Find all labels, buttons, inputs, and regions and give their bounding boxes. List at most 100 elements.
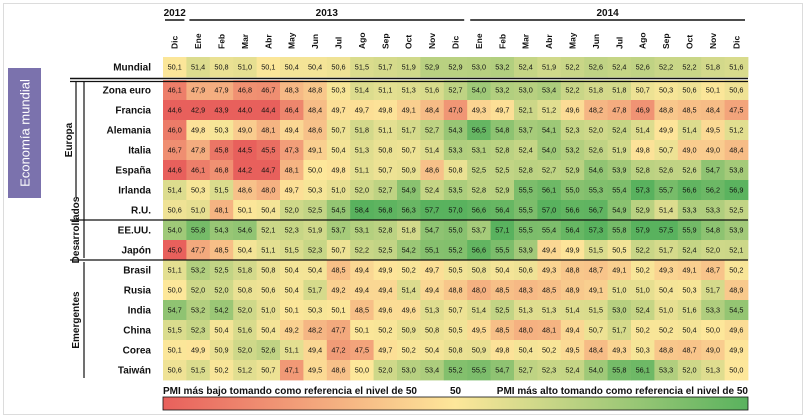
cell-value: 51,8	[402, 226, 416, 235]
heat-cell	[209, 140, 234, 161]
cell-value: 50,1	[331, 306, 345, 315]
heat-cell	[186, 160, 211, 181]
cell-value: 46,8	[238, 86, 252, 95]
heat-cell	[280, 57, 304, 78]
cell-value: 48,0	[261, 186, 275, 195]
cell-value: 51,9	[402, 63, 416, 72]
month-label: May	[568, 32, 578, 49]
heat-cell	[280, 140, 304, 161]
cell-value: 50,4	[682, 326, 696, 335]
month-label: Ago	[357, 32, 367, 49]
cell-value: 51,3	[355, 146, 369, 155]
cell-value: 55,0	[448, 226, 462, 235]
cell-value: 52,7	[425, 126, 439, 135]
cell-value: 56,6	[472, 206, 486, 215]
heat-cell	[233, 320, 257, 341]
cell-value: 52,5	[308, 206, 322, 215]
cell-value: 50,1	[285, 306, 299, 315]
row-label: China	[123, 326, 151, 337]
heat-cell	[443, 340, 468, 361]
cell-value: 48,6	[238, 186, 252, 195]
cell-value: 46,1	[191, 166, 205, 175]
heat-cell	[163, 300, 187, 321]
heat-cell	[537, 260, 562, 281]
heat-cell	[209, 240, 234, 261]
cell-value: 50,3	[636, 346, 650, 355]
cell-value: 48,2	[589, 106, 603, 115]
heat-cell	[350, 140, 374, 161]
cell-value: 54,6	[589, 166, 603, 175]
heat-cell	[397, 80, 421, 101]
heat-cell	[420, 300, 445, 321]
legend-mid-text: 50	[450, 386, 462, 397]
cell-value: 52,7	[519, 366, 533, 375]
cell-value: 48,9	[729, 286, 743, 295]
heat-cell	[537, 360, 562, 381]
cell-value: 50,3	[331, 86, 345, 95]
heat-cell	[326, 140, 351, 161]
cell-value: 52,9	[495, 186, 509, 195]
heat-cell	[514, 280, 538, 301]
heat-cell	[256, 200, 281, 221]
cell-value: 51,7	[659, 246, 673, 255]
heat-cell	[420, 340, 445, 361]
row-label: Mundial	[113, 63, 151, 74]
heat-cell	[350, 220, 374, 241]
cell-value: 55,4	[612, 186, 626, 195]
cell-value: 49,4	[308, 346, 322, 355]
cell-value: 50,4	[331, 146, 345, 155]
heat-cell	[163, 100, 187, 121]
legend-high-text: PMI más alto tomando como referencia el …	[497, 386, 749, 397]
heat-cell	[373, 260, 398, 281]
heat-cell	[514, 300, 538, 321]
month-label: Jun	[310, 34, 320, 49]
cell-value: 54,1	[542, 126, 556, 135]
cell-value: 54,7	[495, 366, 509, 375]
heat-cell	[350, 300, 374, 321]
cell-value: 52,4	[636, 306, 650, 315]
heat-cell	[607, 280, 632, 301]
cell-value: 55,8	[612, 366, 626, 375]
cell-value: 49,6	[378, 306, 392, 315]
cell-value: 50,4	[519, 346, 533, 355]
cell-value: 50,7	[331, 126, 345, 135]
heat-cell	[631, 57, 655, 78]
cell-value: 56,9	[729, 186, 743, 195]
heat-cell	[350, 160, 374, 181]
heat-cell	[467, 140, 491, 161]
cell-value: 44,0	[238, 106, 252, 115]
heat-cell	[186, 340, 211, 361]
cell-value: 54,7	[706, 166, 720, 175]
heat-cell	[724, 80, 749, 101]
cell-value: 51,1	[378, 86, 392, 95]
cell-value: 48,9	[565, 286, 579, 295]
heat-cell	[490, 240, 515, 261]
heat-cell	[584, 80, 608, 101]
heat-cell	[607, 300, 632, 321]
month-label: Dic	[451, 36, 461, 50]
heat-cell	[280, 80, 304, 101]
heat-cell	[420, 80, 445, 101]
heat-cell	[350, 80, 374, 101]
cell-value: 50,4	[425, 346, 439, 355]
heat-cell	[397, 340, 421, 361]
row-label: Irlanda	[118, 186, 151, 197]
cell-value: 49,9	[378, 266, 392, 275]
heat-cell	[701, 340, 725, 361]
month-label: Nov	[427, 33, 437, 49]
cell-value: 50,3	[659, 86, 673, 95]
cell-value: 52,3	[191, 326, 205, 335]
cell-value: 50,8	[472, 266, 486, 275]
cell-value: 57,3	[589, 226, 603, 235]
heat-cell	[373, 140, 398, 161]
heat-cell	[584, 260, 608, 281]
cell-value: 51,3	[425, 306, 439, 315]
heat-cell	[420, 120, 445, 141]
heat-cell	[677, 280, 702, 301]
heat-cell	[537, 240, 562, 261]
cell-value: 50,3	[682, 286, 696, 295]
heat-cell	[443, 240, 468, 261]
cell-value: 47,0	[448, 106, 462, 115]
cell-value: 42,9	[191, 106, 205, 115]
